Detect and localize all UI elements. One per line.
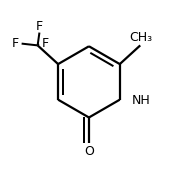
Text: F: F — [42, 37, 49, 50]
Text: O: O — [84, 145, 94, 158]
Text: CH₃: CH₃ — [130, 31, 153, 44]
Text: F: F — [36, 20, 43, 33]
Text: NH: NH — [131, 94, 150, 107]
Text: F: F — [11, 37, 18, 50]
